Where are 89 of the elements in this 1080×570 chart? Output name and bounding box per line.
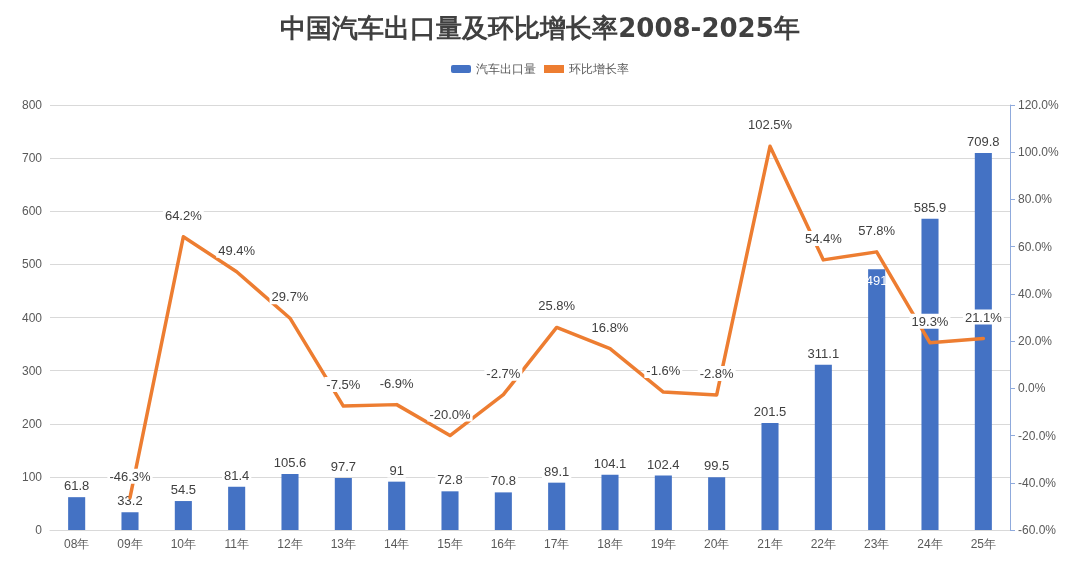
y2-tick-label: 40.0%: [1018, 286, 1053, 301]
bar: [708, 477, 726, 530]
x-tick-label: 25年: [970, 537, 997, 551]
legend-label: 汽车出口量: [476, 62, 536, 76]
data-label: 61.8: [64, 478, 90, 494]
x-tick-label: 11年: [224, 537, 249, 551]
data-label: 54.5: [170, 482, 196, 498]
x-tick-label: 18年: [597, 537, 623, 551]
x-tick-label: 22年: [810, 537, 837, 551]
y-tick-label: 800: [21, 98, 43, 112]
data-label: -46.3%: [109, 468, 152, 484]
y2-tick-label: 20.0%: [1018, 334, 1053, 349]
data-label: 105.6: [273, 454, 307, 470]
x-tick-label: 16年: [490, 537, 517, 551]
data-label: 102.4: [647, 456, 680, 472]
data-label: 21.1%: [964, 309, 1003, 325]
y-tick-label: 0: [35, 523, 43, 537]
y2-tick-label: -60.0%: [1018, 523, 1057, 537]
x-tick-label: 12年: [277, 537, 303, 551]
y2-tick-label: 0.0%: [1018, 381, 1046, 396]
chart-title: 中国汽车出口量及环比增长率2008-2025年: [280, 13, 800, 43]
bar: [334, 478, 352, 530]
y-tick-label: 300: [21, 363, 43, 378]
y2-tick-label: 60.0%: [1018, 239, 1053, 254]
data-label: 16.8%: [591, 319, 629, 335]
bar: [548, 482, 566, 530]
bar: [761, 422, 779, 530]
bar: [601, 474, 619, 530]
data-label: -1.6%: [646, 363, 681, 379]
data-label: 709.8: [967, 133, 1000, 149]
y2-tick-label: 80.0%: [1018, 192, 1053, 207]
data-label: -20.0%: [429, 406, 472, 422]
bar: [228, 486, 246, 530]
bar: [654, 475, 672, 530]
x-tick-label: 10年: [170, 537, 197, 551]
data-label: 64.2%: [164, 207, 203, 223]
x-tick-label: 09年: [117, 537, 143, 551]
x-tick-label: 14年: [383, 537, 410, 551]
data-label: 102.5%: [747, 117, 793, 133]
data-label: 585.9: [913, 199, 947, 215]
data-label: 19.3%: [911, 313, 949, 329]
data-label: 99.5: [704, 458, 730, 474]
data-label: 104.1: [593, 455, 627, 471]
y2-tick-label: -40.0%: [1018, 475, 1057, 490]
y-tick-label: 200: [21, 416, 43, 431]
y-tick-label: 400: [21, 310, 43, 325]
data-label: 25.8%: [538, 298, 576, 314]
y2-tick-label: 120.0%: [1018, 98, 1060, 112]
y2-tick-label: 100.0%: [1018, 145, 1060, 160]
data-label: 201.5: [753, 403, 787, 419]
data-label: 49.4%: [218, 242, 256, 258]
bar: [494, 492, 512, 530]
data-label: 70.8: [490, 473, 516, 489]
data-label: 311.1: [807, 345, 840, 361]
x-tick-label: 13年: [330, 537, 357, 551]
x-tick-label: 20年: [703, 537, 730, 551]
x-tick-label: 24年: [917, 537, 943, 551]
x-tick-label: 21年: [757, 537, 783, 551]
x-tick-label: 19年: [650, 537, 677, 551]
bar: [441, 491, 459, 530]
data-label: -7.5%: [326, 377, 361, 393]
bar: [814, 364, 832, 530]
y-tick-label: 500: [21, 257, 43, 272]
bar: [68, 497, 86, 530]
y2-tick-label: -20.0%: [1018, 428, 1057, 443]
data-label: -2.8%: [699, 365, 735, 381]
data-label: 91: [389, 462, 404, 478]
data-label: -6.9%: [379, 375, 415, 391]
y-tick-label: 600: [21, 204, 43, 219]
data-label: 81.4: [224, 467, 250, 483]
data-label: -2.7%: [486, 365, 521, 381]
y-tick-label: 100: [21, 469, 43, 484]
bar: [121, 512, 139, 530]
data-label: 89.1: [544, 463, 570, 479]
data-label: 54.4%: [804, 230, 843, 246]
bar: [281, 473, 299, 530]
x-tick-label: 17年: [543, 537, 570, 551]
x-tick-label: 08年: [63, 537, 90, 551]
bar: [388, 481, 406, 530]
bar: [868, 269, 886, 530]
data-label: 29.7%: [271, 289, 309, 305]
data-label: 97.7: [330, 459, 356, 475]
y-tick-label: 700: [21, 151, 43, 166]
bar: [174, 501, 192, 530]
legend-label: 环比增长率: [569, 62, 629, 76]
data-label: 72.8: [437, 472, 463, 488]
x-tick-label: 23年: [863, 537, 890, 551]
data-label: 57.8%: [858, 222, 896, 238]
x-tick-label: 15年: [437, 537, 463, 551]
